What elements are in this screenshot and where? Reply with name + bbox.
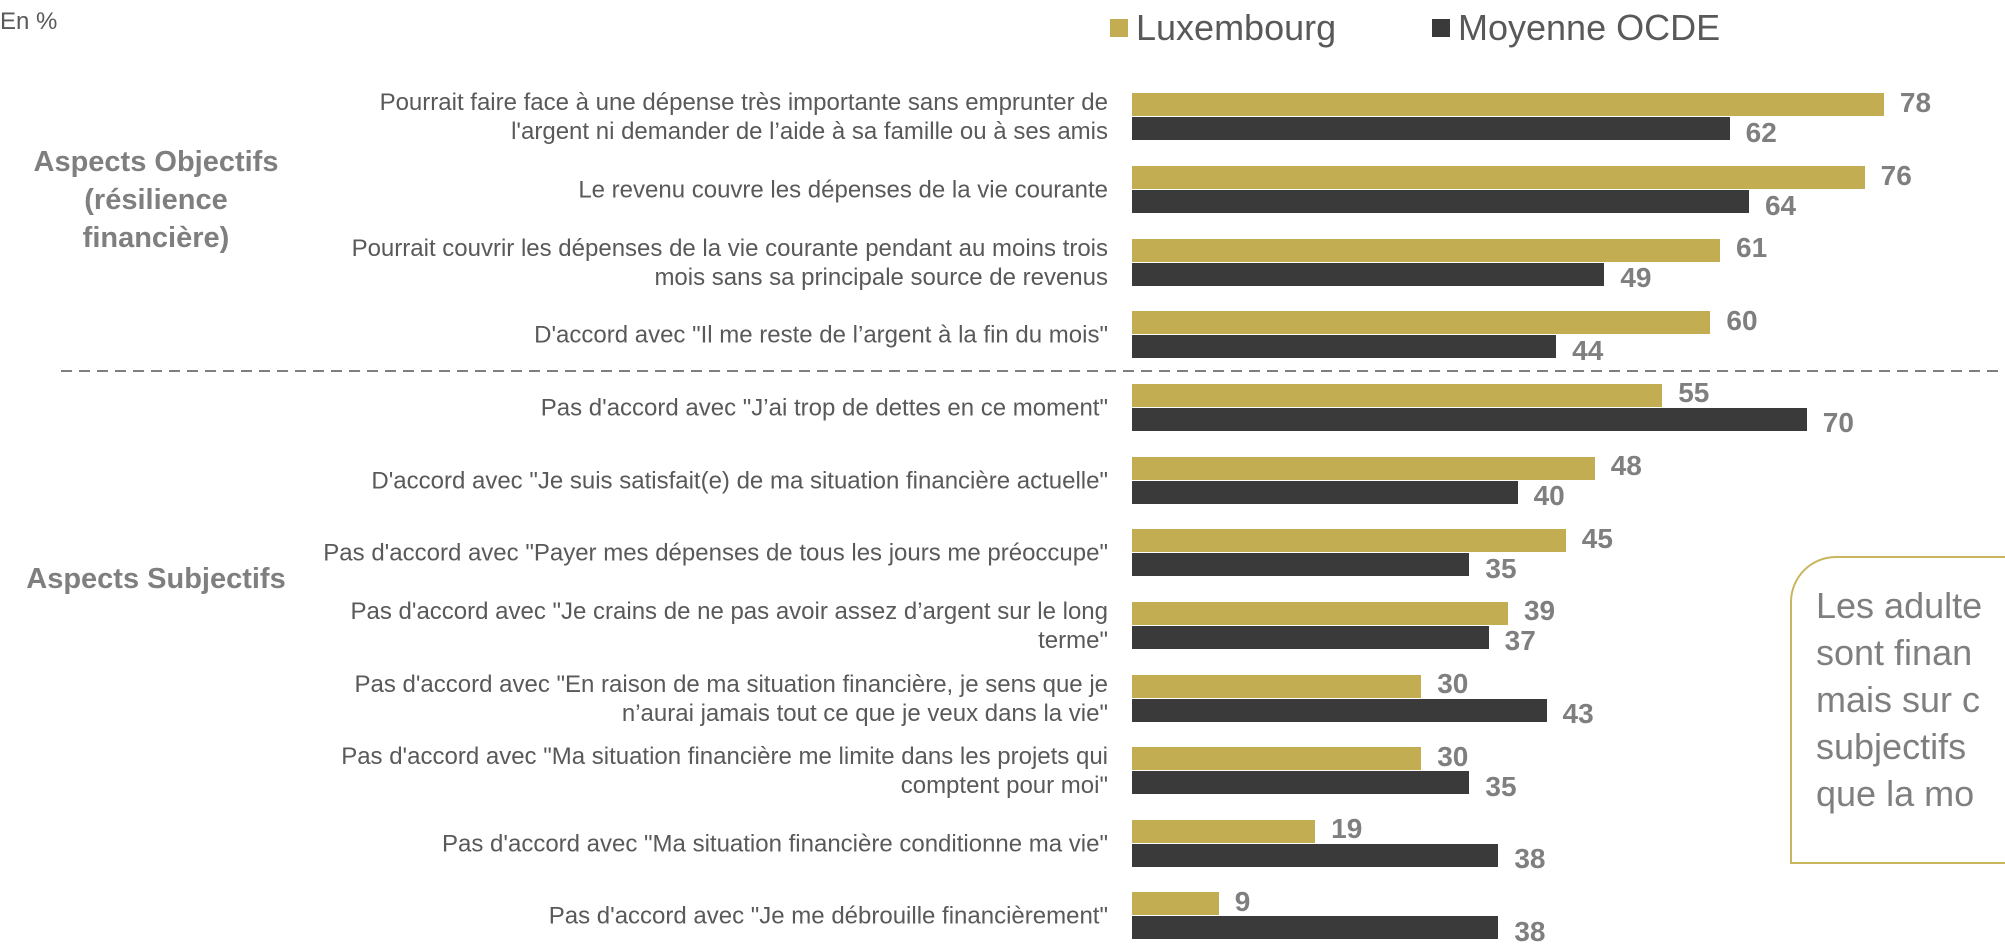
value-label: 49 — [1620, 262, 1652, 294]
bar — [1132, 383, 1663, 407]
value-label: 38 — [1514, 915, 1546, 947]
unit-note: En % — [0, 8, 58, 35]
category-label: Le revenu couvre les dépenses de la vie … — [578, 176, 1108, 204]
bar — [1132, 311, 1711, 335]
bar — [1132, 747, 1422, 771]
bar — [1132, 819, 1316, 843]
bar — [1132, 456, 1595, 480]
value-label: 9 — [1234, 885, 1251, 917]
group-label: Aspects Objectifs (résilience financière… — [33, 146, 279, 254]
legend-swatch — [1432, 19, 1450, 37]
category-label: Pourrait faire face à une dépense très i… — [379, 89, 1108, 146]
annotation-line: sont finan — [1816, 632, 1973, 673]
bar — [1132, 892, 1219, 916]
category-label: Pas d'accord avec "Je me débrouille fina… — [548, 902, 1108, 930]
value-label: 30 — [1437, 740, 1469, 772]
value-label: 78 — [1899, 86, 1932, 118]
category-label: Pas d'accord avec "J’ai trop de dettes e… — [540, 394, 1108, 422]
annotation-line: Les adulte — [1816, 585, 1983, 626]
value-label: 19 — [1331, 813, 1363, 845]
value-label: 37 — [1504, 625, 1536, 657]
annotation-line: mais sur c — [1816, 679, 1981, 720]
bar — [1132, 480, 1518, 504]
bar — [1132, 698, 1547, 722]
category-label: D'accord avec "Il me reste de l’argent à… — [534, 321, 1108, 349]
annotation-box: Les adulte sont finan mais sur c subjectifs… — [1790, 556, 2005, 864]
category-label: Pas d'accord avec "Payer mes dépenses de… — [323, 539, 1108, 567]
legend-swatch — [1110, 19, 1128, 37]
bar — [1132, 843, 1499, 867]
bar — [1132, 262, 1605, 286]
bar — [1132, 238, 1721, 262]
category-label: Pas d'accord avec "Ma situation financiè… — [341, 743, 1108, 800]
value-label: 64 — [1764, 189, 1797, 221]
category-label: Pas d'accord avec "Je crains de ne pas a… — [350, 597, 1108, 654]
value-label: 45 — [1581, 522, 1613, 554]
value-label: 62 — [1745, 116, 1777, 148]
value-label: 30 — [1437, 668, 1469, 700]
value-label: 39 — [1523, 595, 1556, 627]
bar — [1132, 601, 1508, 625]
value-label: 40 — [1533, 480, 1565, 512]
value-label: 43 — [1562, 698, 1594, 730]
value-label: 61 — [1736, 232, 1768, 264]
bar — [1132, 117, 1730, 141]
bar — [1132, 771, 1470, 795]
bar — [1132, 674, 1422, 698]
legend-label: Moyenne OCDE — [1458, 7, 1721, 48]
legend-label: Luxembourg — [1136, 7, 1337, 48]
value-label: 55 — [1678, 377, 1710, 409]
category-label: Pourrait couvrir les dépenses de la vie … — [351, 234, 1108, 291]
bar — [1132, 553, 1470, 577]
category-label: D'accord avec "Je suis satisfait(e) de m… — [371, 467, 1108, 495]
value-label: 35 — [1485, 770, 1517, 802]
value-label: 48 — [1610, 450, 1642, 482]
bar — [1132, 625, 1489, 649]
bar — [1132, 916, 1499, 940]
value-label: 76 — [1880, 159, 1912, 191]
bar — [1132, 529, 1566, 553]
bar — [1132, 190, 1749, 213]
value-label: 35 — [1485, 552, 1517, 584]
value-label: 38 — [1514, 843, 1546, 875]
bar — [1132, 335, 1557, 359]
value-label: 44 — [1572, 334, 1604, 366]
group-label: Aspects Subjectifs — [26, 563, 286, 595]
category-label: Pas d'accord avec "Ma situation financiè… — [442, 830, 1108, 858]
category-label: Pas d'accord avec "En raison de ma situa… — [354, 670, 1108, 727]
bar — [1132, 93, 1884, 117]
bar — [1132, 166, 1865, 189]
annotation-line: que la mo — [1816, 773, 1975, 814]
value-label: 60 — [1726, 304, 1758, 336]
bar — [1132, 407, 1807, 431]
annotation-line: subjectifs — [1816, 726, 1967, 767]
value-label: 70 — [1822, 407, 1854, 439]
